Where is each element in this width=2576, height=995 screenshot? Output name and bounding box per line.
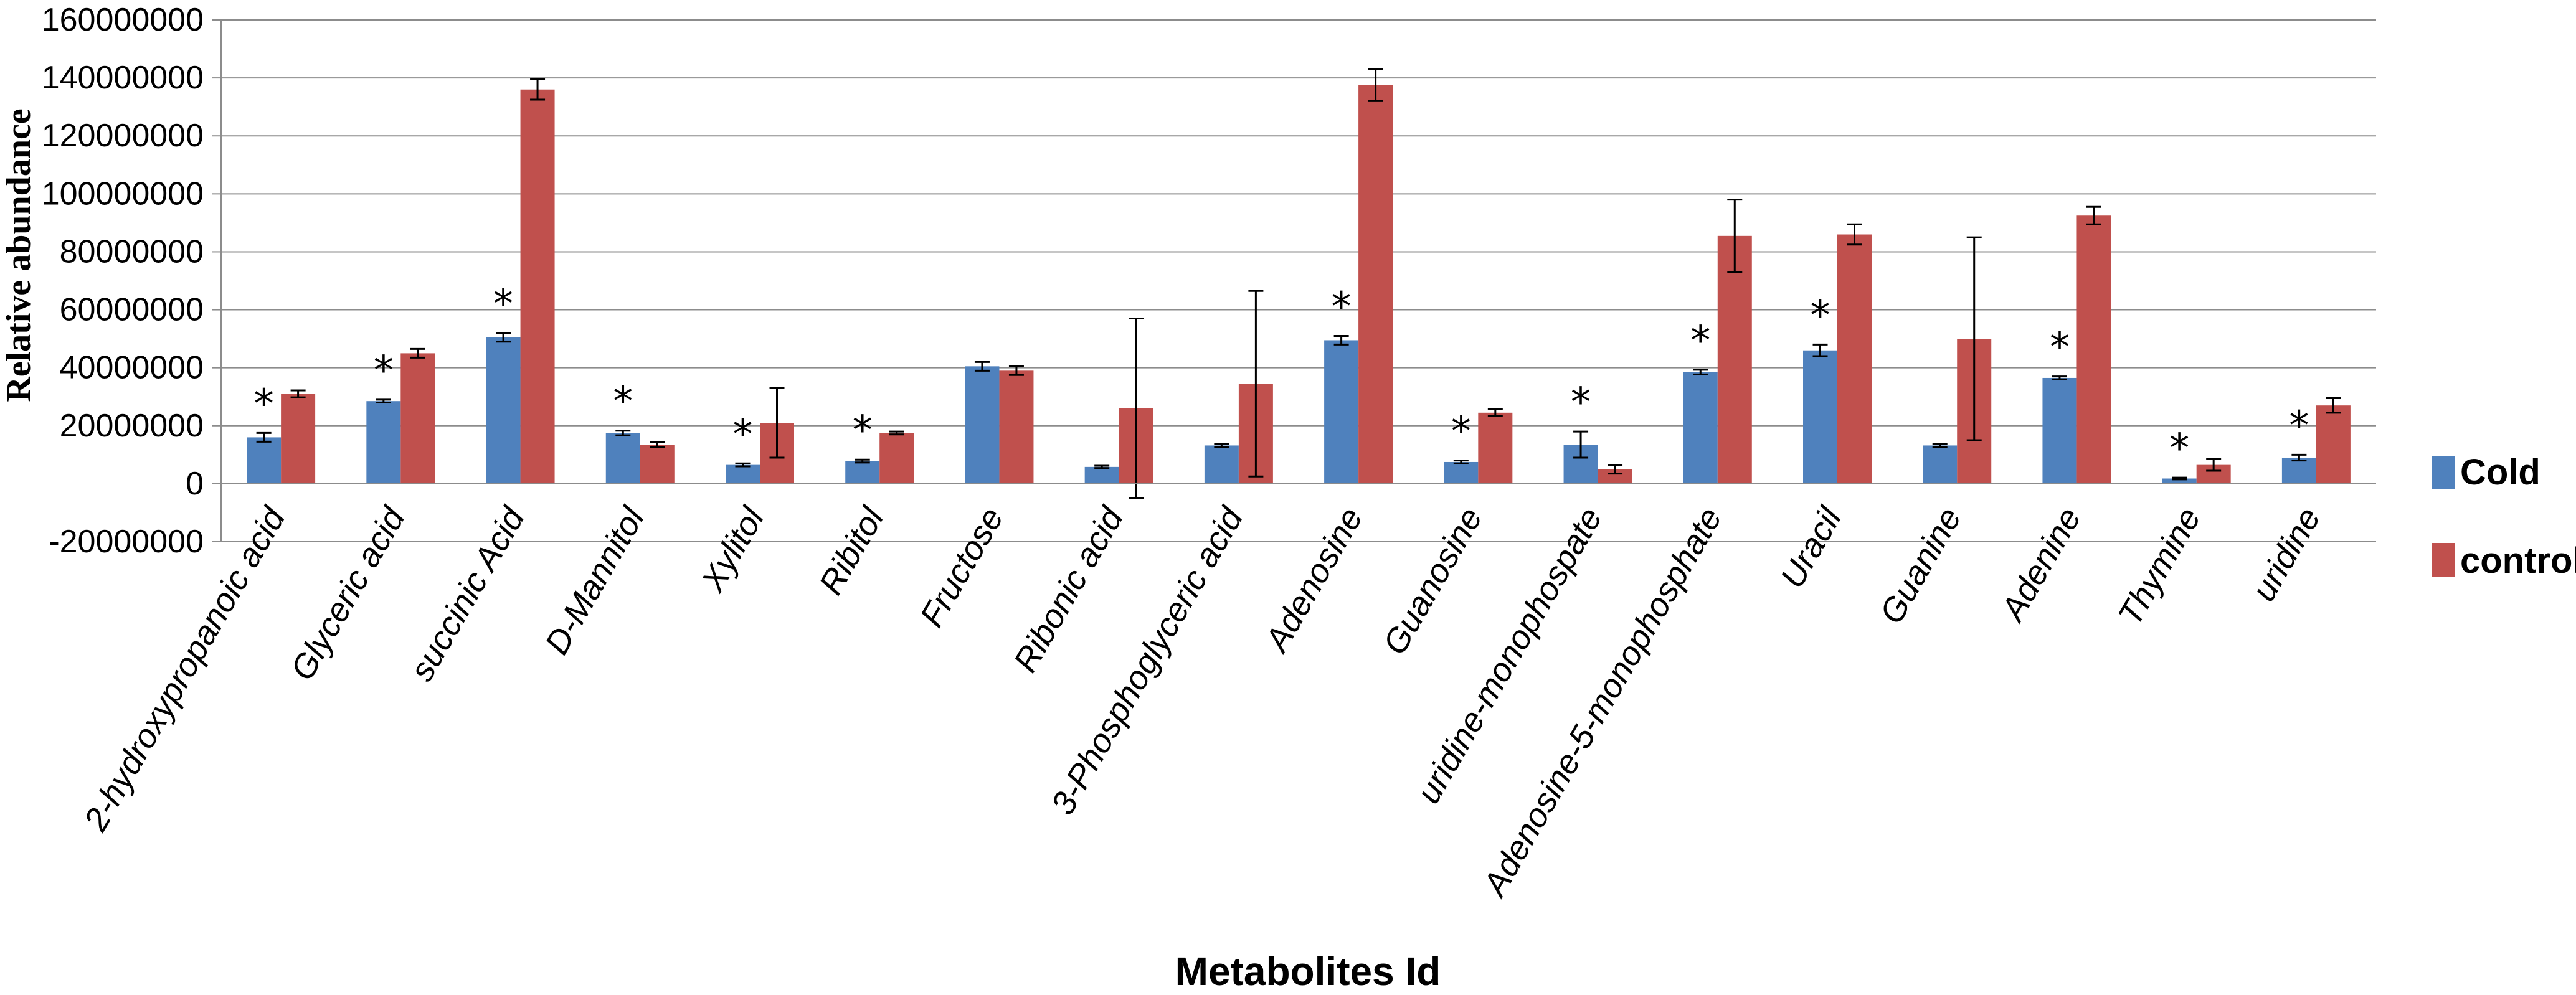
y-tick-label: 160000000 — [42, 2, 204, 38]
x-tick-label: Guanine — [1873, 501, 1969, 630]
x-tick-label: Glyceric acid — [283, 500, 412, 686]
bar-cold — [2042, 377, 2077, 484]
bar-control — [1358, 85, 1393, 484]
significance-star: * — [733, 412, 753, 458]
legend-label-cold: Cold — [2460, 452, 2540, 493]
x-tick-label: D-Mannitol — [538, 500, 653, 661]
bar-cold — [1444, 461, 1479, 484]
bars — [247, 85, 2351, 484]
significance-markers: * * * * * * * * * * * * * * — [254, 281, 2309, 472]
x-axis-label: Metabolites Id — [1175, 949, 1441, 994]
significance-star: * — [853, 408, 873, 454]
bar-control — [2076, 215, 2111, 484]
x-tick-label: Adenine — [1993, 501, 2088, 628]
bar-cold — [1923, 445, 1958, 484]
x-tick-label: Fructose — [913, 501, 1011, 633]
bar-control — [1717, 235, 1752, 484]
significance-star: * — [1811, 293, 1830, 339]
bar-cold — [486, 337, 521, 484]
legend: Cold control — [2432, 452, 2576, 581]
bar-cold — [247, 437, 282, 484]
bar-cold — [366, 401, 401, 484]
significance-star: * — [1690, 318, 1710, 364]
x-tick-label: succinic Acid — [403, 500, 533, 687]
y-tick-label: 140000000 — [42, 60, 204, 96]
gridlines — [221, 19, 2376, 542]
bar-control — [2316, 405, 2351, 484]
significance-star: * — [1451, 409, 1471, 455]
bar-cold — [1084, 466, 1119, 484]
x-tick-label: Xylitol — [693, 500, 772, 598]
bar-cold — [845, 461, 880, 484]
bar-cold — [965, 366, 1000, 484]
y-axis: -20000000 0 20000000 40000000 60000000 800000… — [42, 2, 222, 560]
x-tick-label: Guanosine — [1376, 501, 1490, 661]
bar-cold — [1803, 350, 1837, 484]
x-tick-label: Ribitol — [812, 500, 892, 601]
bar-control — [400, 353, 435, 484]
bar-cold — [2162, 478, 2197, 484]
x-tick-label: Ribonic acid — [1006, 500, 1131, 678]
bar-control — [999, 370, 1034, 484]
y-tick-label: 60000000 — [60, 292, 204, 328]
bar-control — [281, 394, 316, 484]
bar-control — [1837, 234, 1872, 484]
bar-cold — [1683, 372, 1718, 484]
y-axis-label: Relative abundance — [0, 108, 38, 402]
bar-control — [1478, 412, 1513, 484]
bar-control — [879, 433, 914, 484]
bar-cold — [1324, 340, 1359, 484]
significance-star: * — [1332, 284, 1352, 330]
x-tick-label: Thymine — [2111, 501, 2208, 631]
bar-control — [1598, 469, 1632, 484]
bar-control — [520, 89, 555, 484]
x-tick-label: uridine — [2245, 501, 2327, 607]
x-tick-label: Adenosine-5-monophosphate — [1475, 501, 1729, 903]
bar-cold — [1204, 445, 1239, 484]
y-tick-label: 120000000 — [42, 118, 204, 154]
y-tick-label: 40000000 — [60, 350, 204, 386]
significance-star: * — [613, 379, 633, 425]
legend-swatch-control — [2432, 543, 2455, 577]
y-tick-label: 100000000 — [42, 176, 204, 212]
bar-control — [640, 445, 675, 484]
y-tick-label: 0 — [186, 466, 204, 502]
x-tick-label: Uracil — [1773, 500, 1849, 594]
significance-star: * — [1571, 380, 1591, 426]
y-tick-label: 80000000 — [60, 233, 204, 270]
x-tick-label: Adenosine — [1257, 501, 1370, 659]
bar-cold — [605, 433, 640, 484]
legend-swatch-cold — [2432, 456, 2455, 489]
significance-star: * — [2169, 426, 2189, 472]
bar-cold — [726, 464, 760, 484]
significance-star: * — [2289, 403, 2309, 449]
legend-label-control: control — [2460, 540, 2576, 581]
significance-star: * — [374, 348, 394, 394]
significance-star: * — [254, 381, 274, 427]
y-tick-label: -20000000 — [49, 524, 204, 560]
bar-cold — [2281, 457, 2316, 484]
significance-star: * — [493, 281, 513, 328]
y-tick-label: 20000000 — [60, 408, 204, 444]
significance-star: * — [2050, 325, 2070, 371]
error-bars — [256, 68, 2341, 499]
